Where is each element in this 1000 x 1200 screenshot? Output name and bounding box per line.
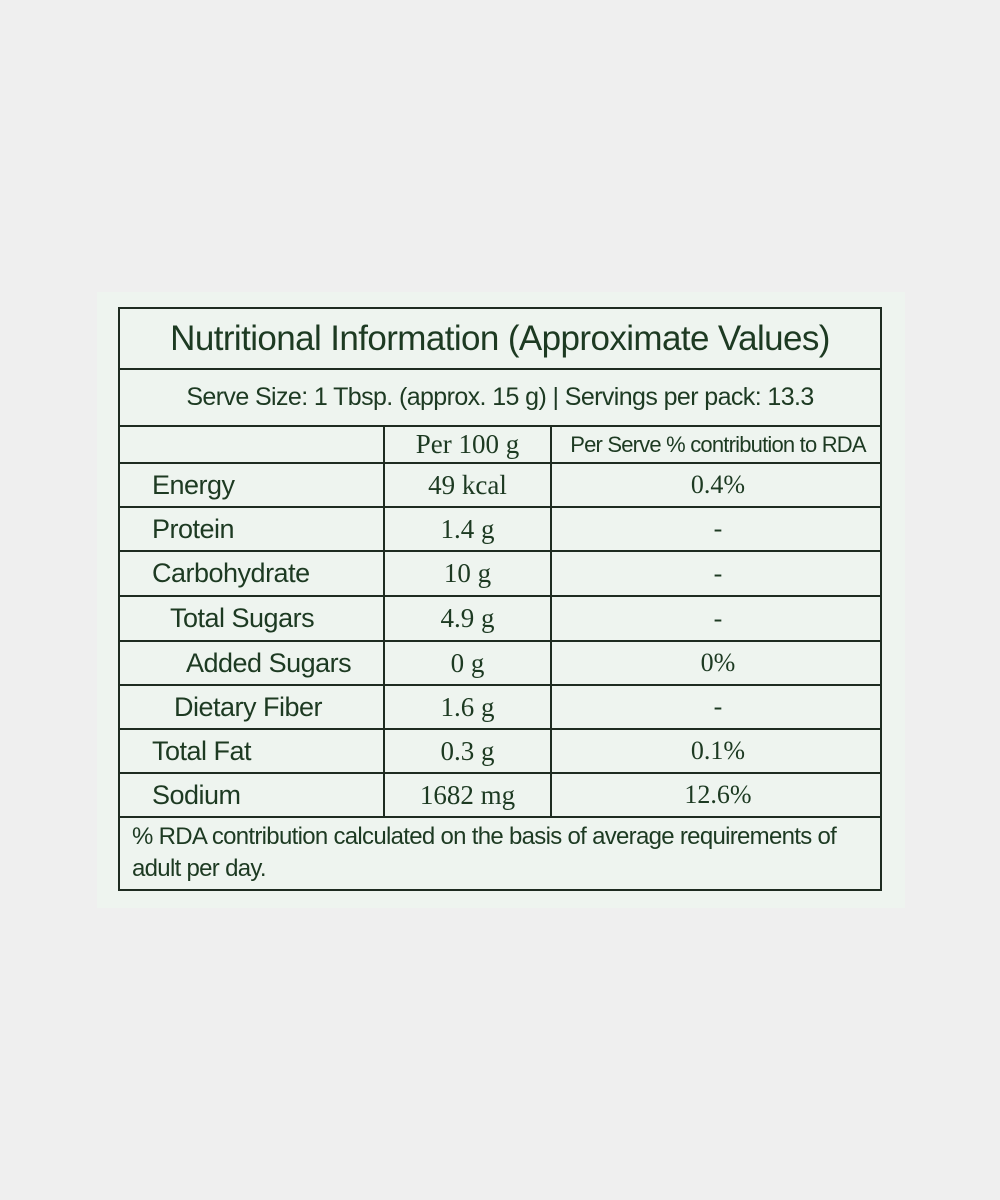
nutrient: Carbohydrate [120, 552, 385, 595]
nutrient: Added Sugars [120, 642, 385, 684]
rda: - [713, 692, 723, 721]
nutrient: Energy [120, 464, 385, 506]
header-per-100g: Per 100 g [385, 427, 552, 462]
table-row: Dietary Fiber 1.6 g - [120, 686, 880, 730]
nutrient: Total Sugars [120, 597, 385, 640]
per-100g: 1.4 g [385, 508, 552, 550]
rda: 0.4% [690, 470, 746, 499]
rda: 0% [700, 648, 736, 677]
header-row: Per 100 g Per Serve % contribution to RD… [120, 427, 880, 464]
per-100g: 49 kcal [385, 464, 552, 506]
footnote: % RDA contribution calculated on the bas… [132, 823, 837, 882]
per-100g: 4.9 g [385, 597, 552, 640]
serve-size: Serve Size: 1 Tbsp. (approx. 15 g) | Ser… [186, 383, 814, 411]
per-100g: 1682 mg [385, 774, 552, 816]
nutrient: Dietary Fiber [120, 686, 385, 728]
per-100g: 10 g [385, 552, 552, 595]
table-row: Carbohydrate 10 g - [120, 552, 880, 597]
nutrient: Protein [120, 508, 385, 550]
rda: 12.6% [684, 780, 752, 809]
title: Nutritional Information (Approximate Val… [170, 318, 830, 358]
nutrition-label: Nutritional Information (Approximate Val… [97, 292, 905, 908]
nutrient: Total Fat [120, 730, 385, 772]
per-100g: 0.3 g [385, 730, 552, 772]
header-rda: Per Serve % contribution to RDA [570, 431, 866, 457]
header-empty [120, 427, 385, 462]
rda: - [713, 558, 723, 588]
table-row: Total Sugars 4.9 g - [120, 597, 880, 642]
table-row: Energy 49 kcal 0.4% [120, 464, 880, 508]
serve-row: Serve Size: 1 Tbsp. (approx. 15 g) | Ser… [120, 370, 880, 427]
table-row: Protein 1.4 g - [120, 508, 880, 552]
rda: 0.1% [690, 736, 746, 765]
title-row: Nutritional Information (Approximate Val… [120, 309, 880, 370]
table-row: Total Fat 0.3 g 0.1% [120, 730, 880, 774]
table-row: Added Sugars 0 g 0% [120, 642, 880, 686]
table-row: Sodium 1682 mg 12.6% [120, 774, 880, 818]
rda: - [713, 603, 723, 633]
per-100g: 1.6 g [385, 686, 552, 728]
per-100g: 0 g [385, 642, 552, 684]
rda: - [713, 514, 723, 543]
nutrient: Sodium [120, 774, 385, 816]
nutrition-table: Nutritional Information (Approximate Val… [118, 307, 882, 891]
